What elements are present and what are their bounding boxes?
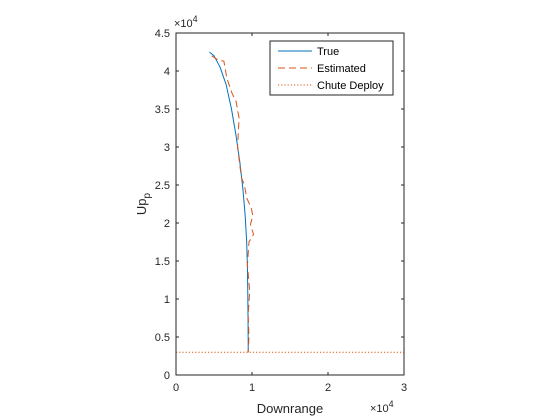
- y-tick-label: 4: [164, 66, 170, 78]
- x-tick-label: 2: [325, 382, 331, 394]
- y-exponent-base: ×10: [174, 18, 193, 30]
- y-exponent-power: 4: [193, 14, 198, 24]
- x-tick-label: 1: [249, 382, 255, 394]
- y-axis-label-subscript: p: [142, 192, 153, 198]
- y-tick-label: 4.5: [155, 28, 170, 40]
- x-exponent-base: ×10: [370, 403, 389, 415]
- x-tick-label: 3: [401, 382, 407, 394]
- x-axis-label: Downrange: [257, 401, 324, 416]
- legend-label-true: True: [317, 46, 339, 58]
- series-line-estimated: [211, 55, 255, 353]
- y-tick-label: 0.5: [155, 332, 170, 344]
- x-tick-label: 0: [173, 382, 179, 394]
- y-axis-exponent: ×104: [174, 14, 198, 30]
- legend-label-chute-deploy: Chute Deploy: [317, 80, 384, 92]
- axes-box: [175, 32, 405, 376]
- y-tick-label: 3: [164, 142, 170, 154]
- y-tick-label: 1: [164, 294, 170, 306]
- y-tick-label: 2.5: [155, 180, 170, 192]
- y-axis-label: Upp: [134, 192, 153, 215]
- x-axis-exponent: ×104: [370, 399, 394, 415]
- x-exponent-power: 4: [389, 399, 394, 409]
- y-tick-label: 2: [164, 218, 170, 230]
- y-tick-label: 3.5: [155, 104, 170, 116]
- y-axis-label-main: Up: [134, 198, 149, 215]
- legend-label-estimated: Estimated: [317, 63, 366, 75]
- y-tick-label: 0: [164, 370, 170, 382]
- y-tick-label: 1.5: [155, 256, 170, 268]
- series-line-true: [209, 51, 249, 353]
